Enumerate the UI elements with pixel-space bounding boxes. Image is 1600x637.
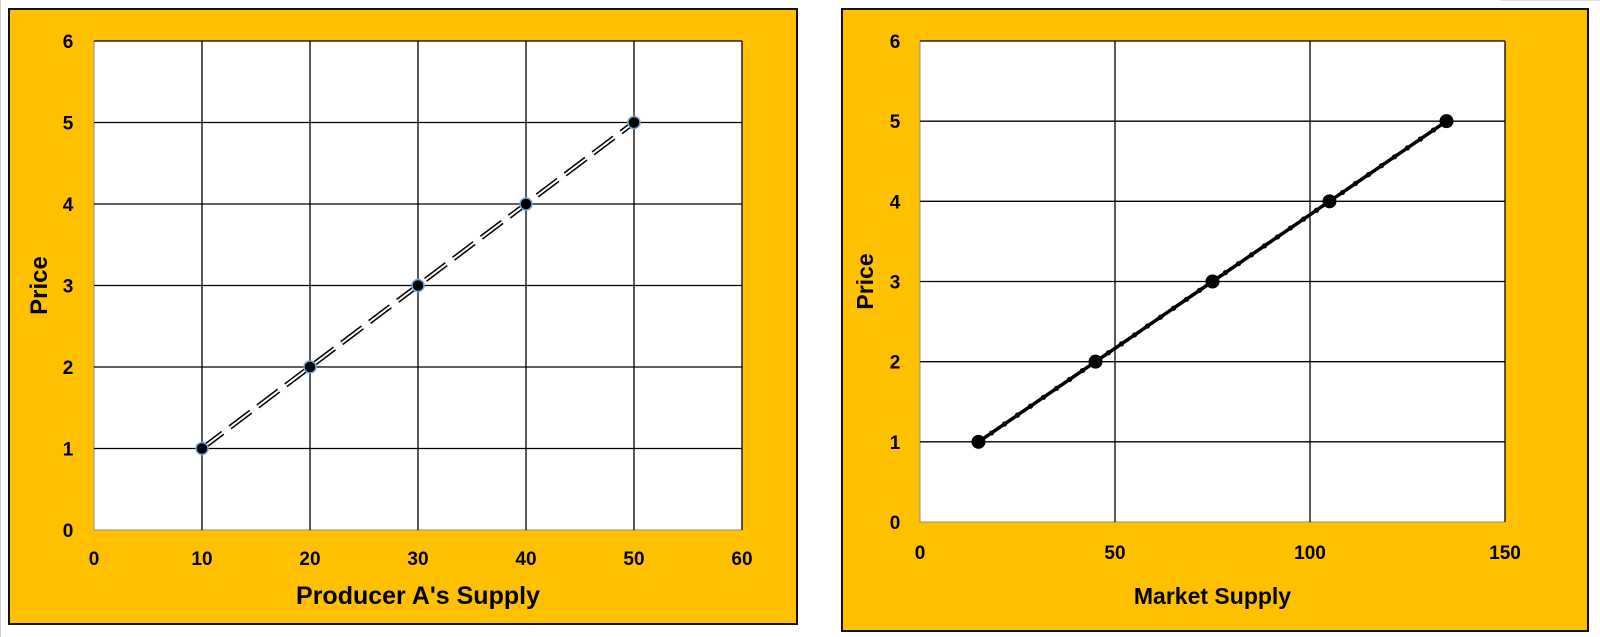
series-bead — [1352, 180, 1359, 187]
data-point — [627, 115, 641, 130]
x-tick-label: 0 — [89, 549, 100, 570]
y-tick-label: 4 — [890, 192, 901, 213]
x-axis-title: Market Supply — [1134, 583, 1291, 609]
data-point — [519, 197, 533, 211]
y-tick-label: 6 — [63, 32, 74, 53]
series-bead — [1027, 403, 1034, 409]
chart-producer-a-supply: 0 10 20 30 40 50 60 0 1 2 3 4 5 6 Producer A's Supply P… — [8, 8, 798, 625]
series-bead — [1378, 163, 1385, 169]
y-tick-label: 0 — [890, 513, 901, 534]
chart-svg: 0 50 100 150 0 1 2 3 4 5 6 Market Supply Price — [852, 32, 1521, 609]
x-tick-label: 50 — [1104, 543, 1125, 564]
data-point — [411, 278, 425, 293]
series-bead — [1118, 341, 1125, 347]
series-bead — [1261, 243, 1268, 249]
y-tick-label: 6 — [890, 32, 901, 53]
series-bead — [1053, 385, 1060, 391]
y-tick-label: 0 — [63, 521, 74, 542]
page-edge-line — [0, 0, 1, 637]
series-bead — [1339, 189, 1346, 196]
y-tick-label: 2 — [890, 353, 901, 374]
y-tick-label: 4 — [63, 195, 74, 216]
x-tick-label: 60 — [731, 549, 752, 570]
series-bead — [1079, 367, 1086, 374]
chart-market-supply: 0 50 100 150 0 1 2 3 4 5 6 Market Supply Price — [841, 8, 1589, 632]
y-tick-label: 1 — [890, 433, 901, 454]
series-bead — [1300, 216, 1307, 222]
y-axis-title: Price — [26, 256, 53, 315]
x-tick-label: 0 — [915, 543, 926, 564]
series-bead — [1170, 305, 1177, 311]
series-bead — [1131, 332, 1138, 338]
series-bead — [1222, 269, 1229, 276]
x-tick-label: 50 — [623, 549, 644, 570]
y-tick-label: 1 — [63, 440, 74, 461]
series-bead — [1391, 154, 1398, 160]
x-tick-label: 100 — [1294, 543, 1326, 564]
series-bead — [1274, 234, 1281, 240]
data-point — [303, 360, 317, 374]
y-tick-label: 3 — [890, 273, 901, 294]
series-bead — [1287, 225, 1294, 231]
series-bead — [1430, 127, 1437, 133]
series-bead — [1183, 296, 1190, 302]
x-tick-label: 40 — [515, 549, 536, 570]
series-bead — [1248, 252, 1255, 258]
series-bead — [1014, 412, 1021, 418]
series-bead — [1001, 421, 1008, 427]
series-bead — [1144, 323, 1151, 329]
y-tick-label: 2 — [63, 358, 74, 379]
data-point — [1439, 114, 1454, 129]
chart-svg: 0 10 20 30 40 50 60 0 1 2 3 4 5 6 Producer A's Supply P… — [26, 32, 753, 610]
series-bead — [1105, 350, 1112, 356]
data-point — [1088, 354, 1103, 369]
series-bead — [1235, 261, 1242, 267]
y-axis-title: Price — [852, 253, 878, 309]
series-bead — [1066, 376, 1073, 383]
x-tick-label: 150 — [1489, 543, 1521, 564]
x-tick-label: 30 — [407, 549, 428, 570]
series-bead — [1157, 314, 1164, 320]
series-bead — [1313, 207, 1320, 213]
series-bead — [1417, 136, 1424, 142]
data-point — [1205, 274, 1220, 289]
y-tick-label: 5 — [890, 112, 901, 133]
series-bead — [988, 430, 995, 436]
data-point — [971, 434, 986, 449]
series-bead — [1365, 172, 1372, 178]
series-bead — [1040, 394, 1047, 400]
x-axis-title: Producer A's Supply — [296, 582, 540, 610]
x-tick-label: 10 — [191, 549, 212, 570]
data-point — [1322, 194, 1337, 209]
y-tick-label: 3 — [63, 277, 74, 298]
series-bead — [1196, 287, 1203, 294]
y-tick-label: 5 — [63, 114, 74, 135]
x-tick-label: 20 — [299, 549, 320, 570]
page-top-edge-line — [1500, 0, 1600, 1]
data-point — [195, 441, 209, 456]
series-bead — [1404, 145, 1411, 151]
